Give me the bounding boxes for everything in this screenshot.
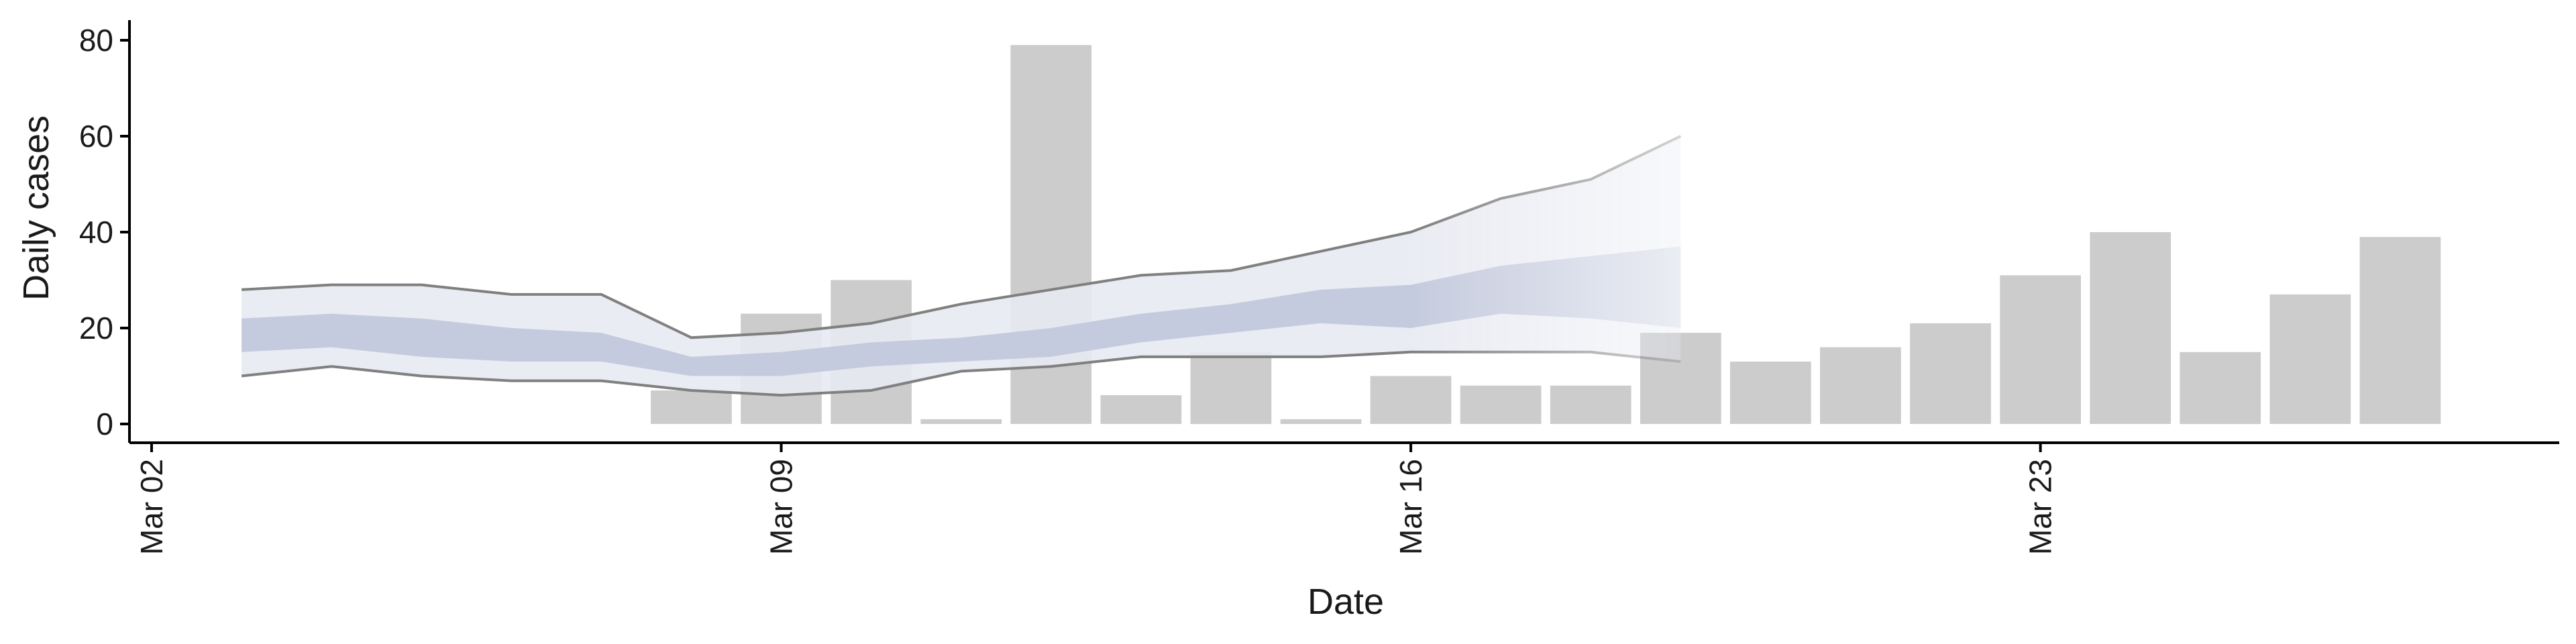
bar (1370, 376, 1452, 424)
x-tick-label: Mar 02 (134, 459, 169, 555)
bar (2090, 232, 2171, 424)
bar (1280, 419, 1362, 424)
bar (1190, 352, 1272, 425)
estimate-lower-line (241, 350, 1681, 397)
bar (1820, 347, 1901, 424)
bar (651, 390, 732, 424)
bar (2180, 352, 2261, 425)
axes-layer: 0 20 40 60 80 Mar 02 Mar 09 Mar 16 Mar 23 (79, 20, 2559, 555)
bar (1460, 385, 1542, 424)
bar (1730, 362, 1811, 424)
bar (920, 419, 1002, 424)
bar (1100, 395, 1182, 424)
y-tick-label: 20 (79, 311, 113, 345)
y-tick-label: 60 (79, 119, 113, 154)
bar (1550, 385, 1631, 424)
x-tick-label: Mar 09 (764, 459, 799, 555)
y-tick-label: 0 (96, 407, 113, 441)
bar (2359, 237, 2441, 424)
x-tick-label: Mar 23 (2023, 459, 2058, 555)
y-tick-label: 80 (79, 23, 113, 58)
estimate-upper-line (241, 135, 1682, 339)
bar (1910, 323, 1991, 424)
x-axis-title: Date (1307, 582, 1384, 622)
estimate-outer-band (241, 136, 1681, 396)
y-tick-label: 40 (79, 215, 113, 250)
estimate-layer (241, 135, 1682, 397)
x-tick-label: Mar 16 (1393, 459, 1428, 555)
estimate-inner-band (241, 246, 1681, 376)
bar (2000, 275, 2081, 424)
bar (2269, 294, 2351, 424)
y-axis-title: Daily cases (16, 115, 56, 301)
